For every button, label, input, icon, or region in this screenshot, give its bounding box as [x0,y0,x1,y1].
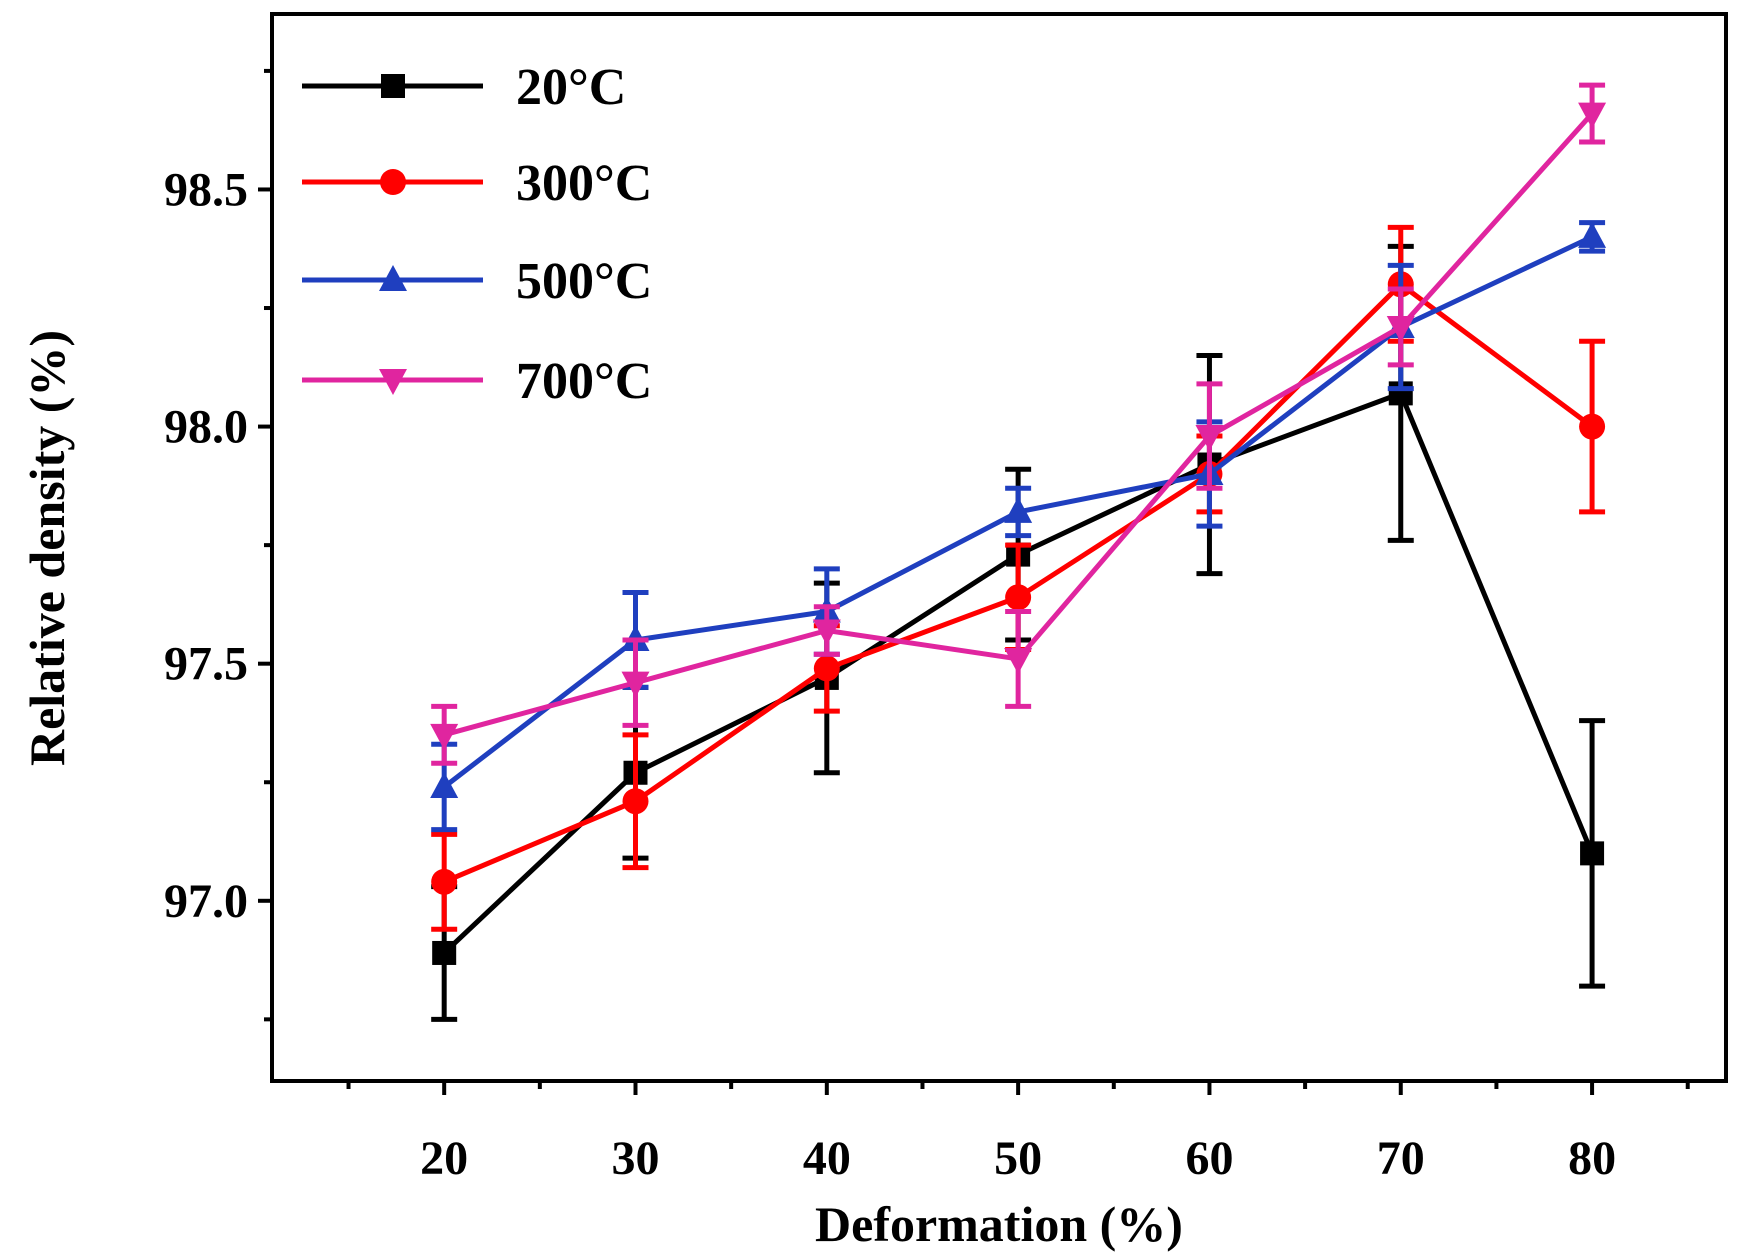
plot-frame [270,12,1728,1083]
series-500°C [430,220,1607,833]
legend-label: 20°C [516,59,626,116]
x-tick-label: 40 [803,1132,851,1185]
legend-marker [379,369,407,395]
series-300°C [431,224,1606,932]
data-point [813,655,840,682]
data-point [1004,647,1033,674]
data-point [1578,221,1607,248]
data-point [1578,102,1607,129]
data-point [1004,496,1033,523]
data-point [812,619,841,646]
legend-label: 300°C [516,155,652,212]
data-point [622,788,649,815]
y-tick-label: 98.0 [164,401,248,454]
x-tick-label: 30 [612,1132,660,1185]
legend-marker [379,265,407,291]
data-point [1005,584,1032,611]
x-tick-label: 50 [994,1132,1042,1185]
legend-marker [381,74,405,98]
x-axis-title: Deformation (%) [815,1196,1183,1252]
legend: 20°C 300°C 500°C 700°C [302,59,652,410]
y-tick-label: 97.0 [164,875,248,928]
series-layer [430,82,1607,1022]
legend-label: 700°C [516,353,652,410]
series-700°C [430,82,1607,766]
y-axis-title: Relative density (%) [19,330,75,766]
axis-ticks: 20 30 40 50 60 70 80 97.0 97.5 98.0 98.5 [164,68,1690,1185]
x-tick-label: 80 [1568,1132,1616,1185]
data-point [1580,841,1605,866]
data-point [1579,413,1606,440]
y-tick-label: 97.5 [164,638,248,691]
data-point [430,771,459,798]
legend-label: 500°C [516,253,652,310]
x-tick-label: 60 [1185,1132,1233,1185]
data-point [1195,425,1224,452]
legend-marker [380,169,406,195]
data-point [1386,315,1415,342]
data-point [430,723,459,750]
x-tick-label: 70 [1377,1132,1425,1185]
data-point [431,868,458,895]
y-tick-label: 98.5 [164,163,248,216]
data-point [621,671,650,698]
data-point [432,940,457,965]
x-tick-label: 20 [420,1132,468,1185]
